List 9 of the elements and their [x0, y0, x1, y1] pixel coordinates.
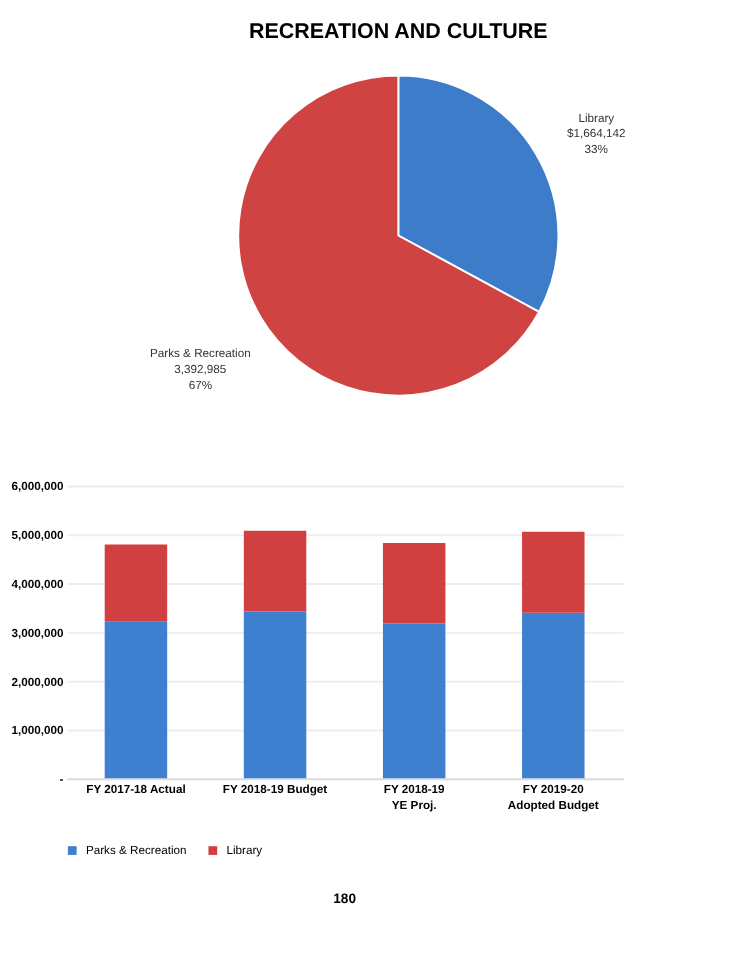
bar [382, 543, 446, 624]
bar [104, 544, 168, 622]
bar [382, 623, 446, 779]
bar [243, 611, 307, 779]
chart-title: RECREATION AND CULTURE [249, 20, 548, 45]
bar [104, 621, 168, 779]
bar [243, 530, 307, 612]
bar [522, 531, 585, 613]
bar [522, 612, 585, 779]
